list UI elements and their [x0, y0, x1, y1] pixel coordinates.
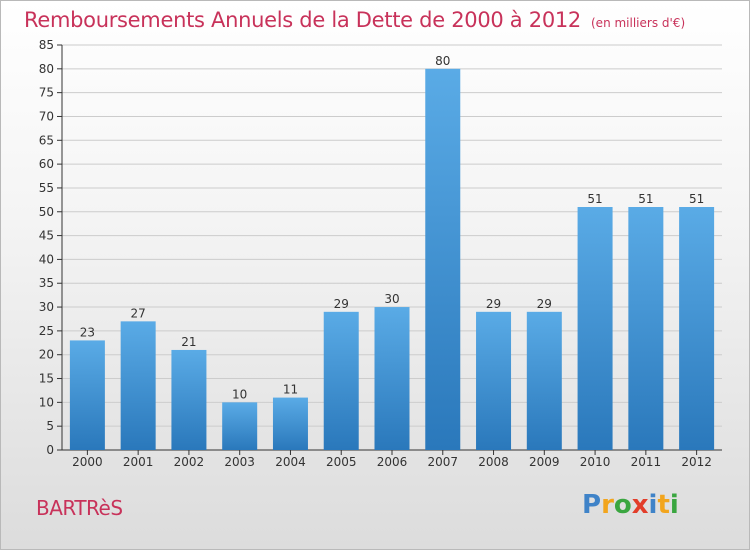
data-label-2003: 10: [232, 387, 247, 401]
bar-2006: [374, 307, 410, 450]
y-tick-label: 50: [39, 205, 54, 219]
x-tick-label-2009: 2009: [529, 455, 560, 469]
bar-2011: [628, 207, 664, 450]
data-label-2009: 29: [537, 297, 552, 311]
data-label-2000: 23: [80, 325, 95, 339]
x-tick-label-2006: 2006: [377, 455, 408, 469]
bar-2002: [171, 349, 207, 450]
bar-2012: [679, 207, 715, 450]
data-label-2006: 30: [384, 292, 399, 306]
data-label-2011: 51: [638, 192, 653, 206]
x-tick-label-2011: 2011: [631, 455, 662, 469]
y-tick-label: 55: [39, 181, 54, 195]
y-tick-label: 30: [39, 300, 54, 314]
y-tick-label: 20: [39, 348, 54, 362]
bar-2001: [120, 321, 156, 450]
x-tick-label-2005: 2005: [326, 455, 357, 469]
chart-title-text: Remboursements Annuels de la Dette de 20…: [24, 8, 581, 32]
y-tick-label: 85: [39, 38, 54, 52]
x-tick-label-2008: 2008: [478, 455, 509, 469]
proxiti-logo: Proxiti: [582, 490, 679, 520]
x-tick-label-2010: 2010: [580, 455, 611, 469]
y-tick-label: 65: [39, 133, 54, 147]
data-label-2005: 29: [334, 297, 349, 311]
x-tick-label-2000: 2000: [72, 455, 103, 469]
chart-unit: (en milliers d'€): [591, 16, 686, 30]
data-label-2010: 51: [587, 192, 602, 206]
bar-2003: [222, 402, 258, 450]
y-tick-label: 60: [39, 157, 54, 171]
data-label-2002: 21: [181, 335, 196, 349]
x-tick-label-2001: 2001: [123, 455, 154, 469]
y-tick-label: 5: [46, 419, 54, 433]
y-tick-label: 10: [39, 395, 54, 409]
chart-title: Remboursements Annuels de la Dette de 20…: [24, 8, 685, 32]
data-label-2007: 80: [435, 54, 450, 68]
y-tick-label: 0: [46, 443, 54, 457]
y-tick-label: 40: [39, 252, 54, 266]
data-label-2001: 27: [131, 306, 146, 320]
x-tick-label-2007: 2007: [427, 455, 458, 469]
bar-2008: [476, 311, 512, 450]
x-tick-label-2004: 2004: [275, 455, 306, 469]
commune-name: BARTRèS: [36, 496, 123, 520]
data-label-2012: 51: [689, 192, 704, 206]
data-label-2008: 29: [486, 297, 501, 311]
bar-2010: [577, 207, 613, 450]
bar-2004: [272, 397, 308, 450]
data-label-2004: 11: [283, 383, 298, 397]
y-tick-label: 70: [39, 109, 54, 123]
y-tick-label: 35: [39, 276, 54, 290]
bar-2009: [526, 311, 562, 450]
bar-2000: [69, 340, 105, 450]
y-tick-label: 25: [39, 324, 54, 338]
x-tick-label-2012: 2012: [681, 455, 712, 469]
y-tick-label: 45: [39, 229, 54, 243]
bar-2005: [323, 311, 359, 450]
bar-2007: [425, 68, 461, 450]
y-tick-label: 75: [39, 86, 54, 100]
y-tick-label: 15: [39, 372, 54, 386]
x-tick-label-2003: 2003: [224, 455, 255, 469]
y-tick-label: 80: [39, 62, 54, 76]
x-tick-label-2002: 2002: [174, 455, 205, 469]
